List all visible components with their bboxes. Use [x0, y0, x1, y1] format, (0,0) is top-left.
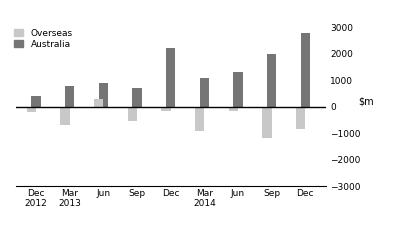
Bar — [161, 107, 171, 111]
Legend: Overseas, Australia: Overseas, Australia — [14, 29, 73, 49]
Bar — [233, 72, 243, 107]
Bar — [132, 88, 142, 107]
Bar — [296, 107, 305, 129]
Bar — [60, 107, 70, 125]
Bar — [31, 96, 41, 107]
Bar — [94, 99, 103, 107]
Bar — [166, 48, 175, 107]
Bar — [229, 107, 238, 111]
Bar — [195, 107, 204, 131]
Bar — [27, 107, 36, 112]
Bar — [65, 86, 75, 107]
Bar — [301, 32, 310, 107]
Bar — [200, 78, 209, 107]
Bar — [262, 107, 272, 138]
Bar — [127, 107, 137, 121]
Y-axis label: $m: $m — [358, 97, 374, 107]
Bar — [267, 54, 276, 107]
Bar — [99, 83, 108, 107]
